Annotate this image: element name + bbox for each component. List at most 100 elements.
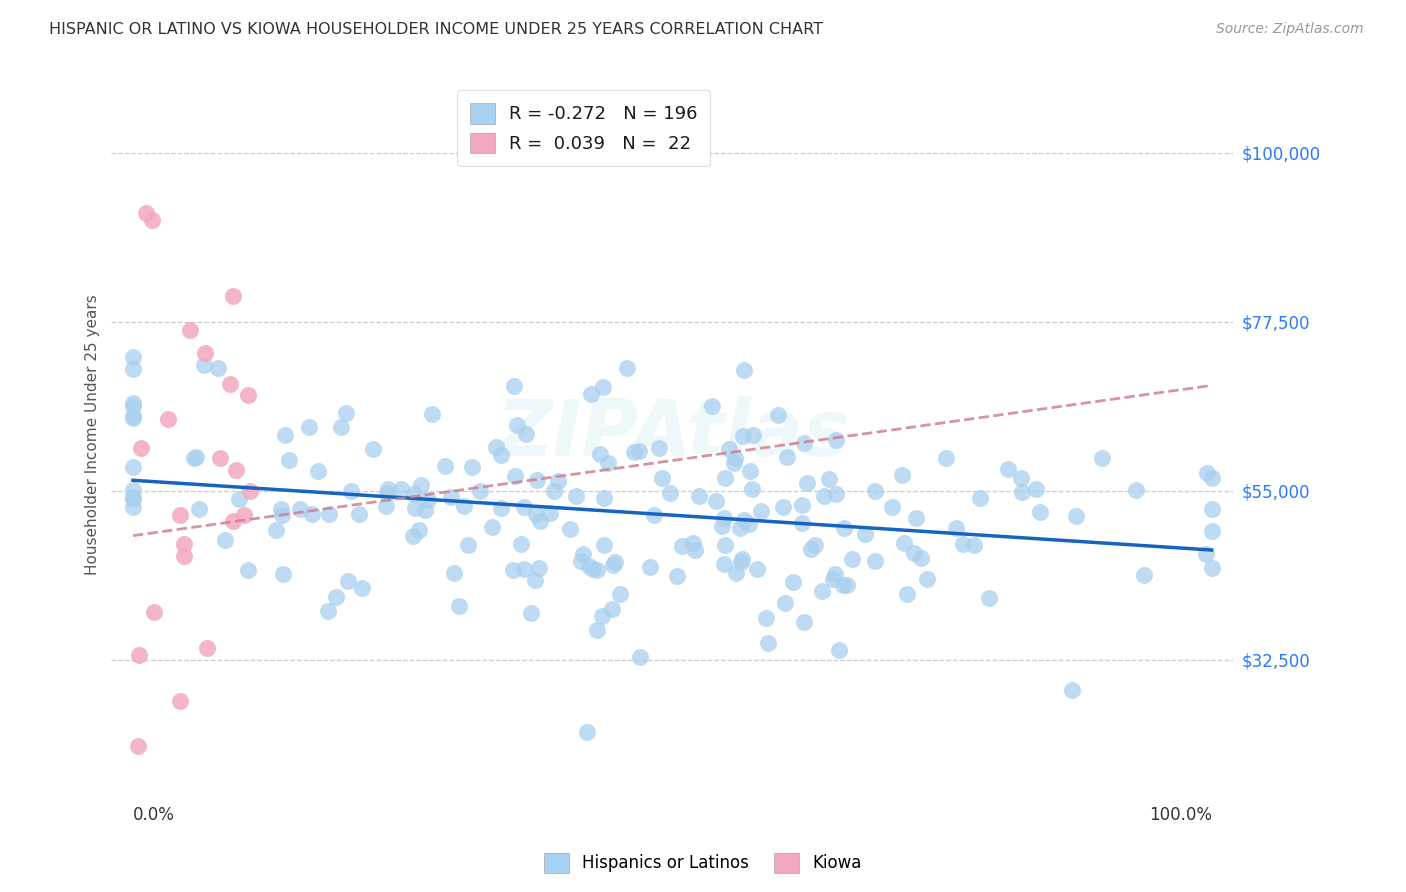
- Point: [616, 361, 638, 376]
- Point: [596, 456, 619, 470]
- Point: [298, 420, 321, 434]
- Point: [835, 578, 858, 592]
- Point: [208, 450, 231, 465]
- Point: [890, 467, 912, 482]
- Point: [236, 563, 259, 577]
- Point: [1091, 450, 1114, 465]
- Point: [724, 566, 747, 580]
- Point: [997, 462, 1019, 476]
- Point: [1064, 508, 1087, 523]
- Point: [793, 436, 815, 450]
- Point: [776, 450, 799, 465]
- Point: [828, 643, 851, 657]
- Point: [623, 445, 645, 459]
- Point: [1125, 483, 1147, 497]
- Point: [468, 484, 491, 499]
- Point: [122, 411, 145, 425]
- Point: [193, 358, 215, 372]
- Text: Source: ZipAtlas.com: Source: ZipAtlas.com: [1216, 22, 1364, 37]
- Point: [222, 514, 245, 528]
- Point: [903, 546, 925, 560]
- Point: [515, 427, 537, 442]
- Point: [796, 476, 818, 491]
- Point: [135, 205, 157, 219]
- Point: [945, 521, 967, 535]
- Point: [325, 590, 347, 604]
- Point: [173, 549, 195, 564]
- Point: [195, 641, 218, 656]
- Point: [963, 538, 986, 552]
- Point: [122, 362, 145, 376]
- Point: [184, 450, 207, 465]
- Point: [713, 538, 735, 552]
- Point: [756, 636, 779, 650]
- Point: [728, 521, 751, 535]
- Point: [578, 559, 600, 574]
- Point: [832, 578, 855, 592]
- Point: [969, 491, 991, 505]
- Point: [122, 490, 145, 504]
- Point: [228, 491, 250, 506]
- Point: [745, 562, 768, 576]
- Point: [713, 558, 735, 572]
- Point: [194, 346, 217, 360]
- Point: [503, 469, 526, 483]
- Point: [671, 539, 693, 553]
- Point: [651, 471, 673, 485]
- Point: [723, 456, 745, 470]
- Point: [402, 529, 425, 543]
- Point: [741, 482, 763, 496]
- Point: [718, 442, 741, 456]
- Point: [222, 289, 245, 303]
- Point: [491, 448, 513, 462]
- Point: [1011, 485, 1033, 500]
- Point: [447, 599, 470, 614]
- Point: [404, 487, 426, 501]
- Point: [122, 350, 145, 364]
- Point: [733, 513, 755, 527]
- Point: [270, 502, 292, 516]
- Point: [1025, 482, 1047, 496]
- Point: [347, 507, 370, 521]
- Point: [772, 500, 794, 514]
- Point: [156, 411, 179, 425]
- Point: [714, 471, 737, 485]
- Point: [519, 606, 541, 620]
- Point: [811, 583, 834, 598]
- Point: [915, 572, 938, 586]
- Point: [1201, 524, 1223, 538]
- Point: [278, 452, 301, 467]
- Point: [800, 541, 823, 556]
- Point: [335, 406, 357, 420]
- Point: [579, 386, 602, 401]
- Point: [564, 489, 586, 503]
- Point: [271, 567, 294, 582]
- Point: [529, 514, 551, 528]
- Point: [1029, 505, 1052, 519]
- Point: [592, 380, 614, 394]
- Point: [558, 522, 581, 536]
- Text: ZIPAtlas: ZIPAtlas: [495, 396, 849, 472]
- Point: [904, 511, 927, 525]
- Point: [723, 451, 745, 466]
- Point: [585, 623, 607, 637]
- Point: [790, 499, 813, 513]
- Point: [628, 649, 651, 664]
- Point: [266, 523, 288, 537]
- Point: [288, 501, 311, 516]
- Point: [825, 487, 848, 501]
- Point: [318, 508, 340, 522]
- Point: [733, 362, 755, 376]
- Point: [128, 648, 150, 662]
- Point: [316, 604, 339, 618]
- Point: [782, 574, 804, 589]
- Point: [793, 615, 815, 629]
- Point: [952, 537, 974, 551]
- Point: [122, 483, 145, 497]
- Point: [307, 464, 329, 478]
- Point: [1201, 561, 1223, 575]
- Point: [688, 489, 710, 503]
- Point: [766, 408, 789, 422]
- Point: [602, 601, 624, 615]
- Point: [682, 536, 704, 550]
